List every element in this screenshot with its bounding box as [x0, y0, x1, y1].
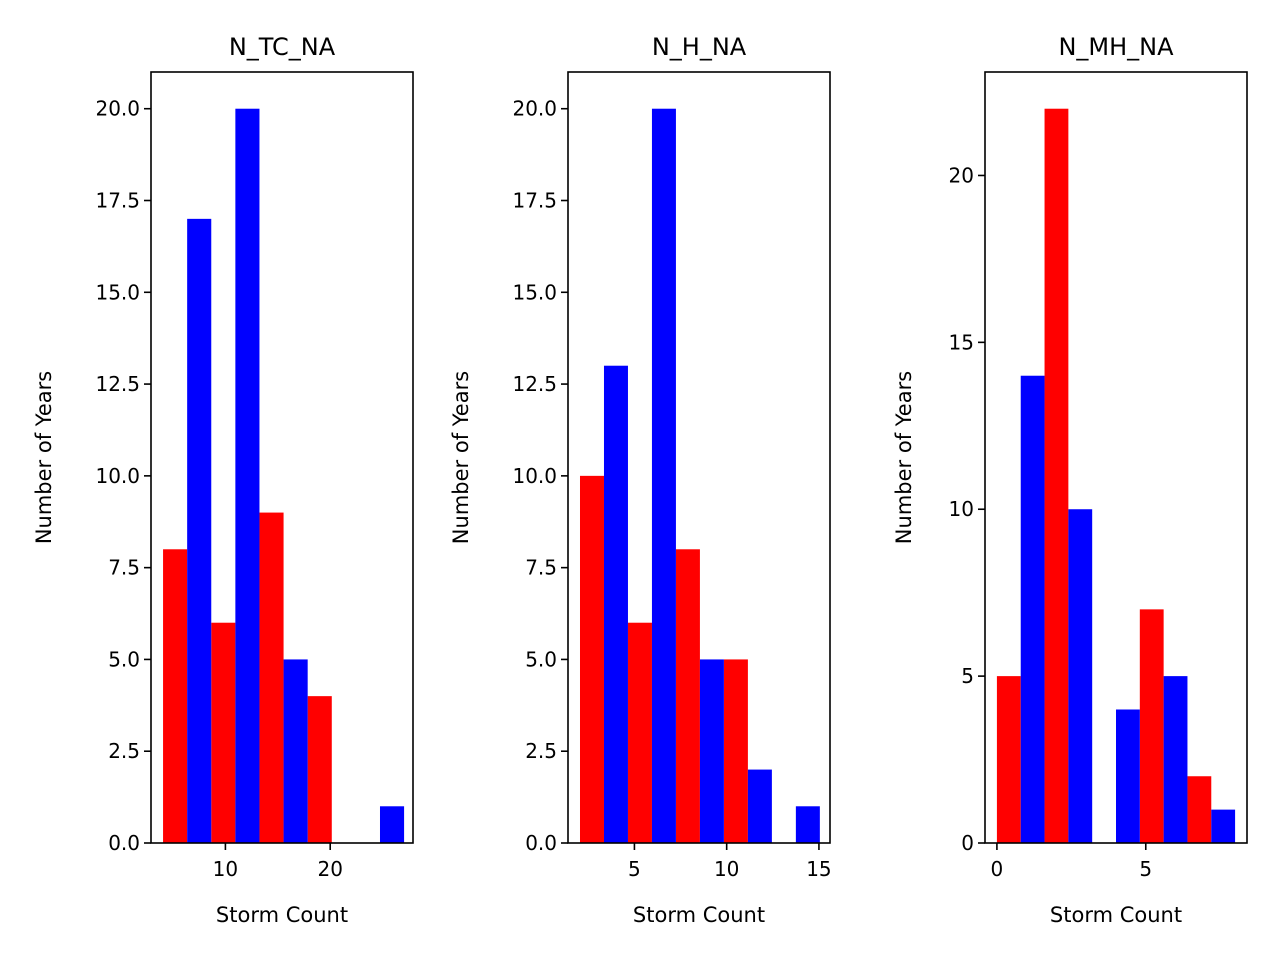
y-tick-label: 15.0	[95, 280, 140, 304]
bar	[675, 549, 700, 843]
axes-frame	[567, 71, 831, 844]
y-tick-label: 0.0	[525, 831, 557, 855]
y-tick-label: 17.5	[512, 189, 557, 213]
bar	[1044, 108, 1069, 843]
panel-title: N_MH_NA	[1058, 33, 1174, 61]
y-tick-label: 20.0	[95, 97, 140, 121]
bar	[723, 659, 748, 843]
y-tick-label: 20	[949, 163, 974, 187]
bar	[163, 549, 188, 843]
y-tick-label: 2.5	[108, 739, 140, 763]
axes-frame	[984, 71, 1248, 844]
y-tick-label: 10	[949, 497, 974, 521]
bar	[603, 365, 628, 843]
y-tick-label: 0	[961, 831, 974, 855]
y-tick-label: 15.0	[512, 280, 557, 304]
y-tick-label: 10.0	[512, 464, 557, 488]
bar	[187, 218, 212, 843]
bars	[163, 108, 405, 843]
panel-title: N_TC_NA	[229, 33, 336, 61]
bar	[996, 676, 1021, 843]
y-axis-label: Number of Years	[32, 371, 56, 544]
panel-1: N_TC_NA Storm Count Number of Years 0.0 2…	[32, 33, 414, 927]
y-tick-label: 20.0	[512, 97, 557, 121]
axes-frame	[150, 71, 414, 844]
x-tick-label: 20	[317, 857, 342, 881]
bar	[379, 806, 405, 843]
bar	[283, 659, 308, 843]
y-tick-label: 7.5	[108, 556, 140, 580]
bar	[795, 806, 820, 843]
y-tick-label: 5	[961, 664, 974, 688]
bar	[1211, 809, 1236, 843]
panel-3: N_MH_NA Storm Count Number of Years 0 5 10…	[892, 33, 1248, 927]
bar	[747, 769, 772, 843]
y-tick-label: 5.0	[525, 647, 557, 671]
bar	[1163, 676, 1188, 843]
bars	[579, 108, 820, 843]
bar	[259, 512, 284, 843]
y-tick-label: 7.5	[525, 556, 557, 580]
x-axis-label: Storm Count	[1050, 903, 1182, 927]
bar	[1068, 509, 1093, 843]
bar	[627, 622, 652, 843]
panel-2: N_H_NA Storm Count Number of Years 0.0 2.…	[449, 33, 832, 927]
x-axis-label: Storm Count	[633, 903, 765, 927]
bar	[1020, 375, 1045, 843]
bar	[579, 475, 604, 843]
panel-title: N_H_NA	[652, 33, 747, 61]
bar	[307, 696, 332, 843]
x-tick-label: 5	[628, 857, 641, 881]
y-axis-label: Number of Years	[449, 371, 473, 544]
bar	[699, 659, 724, 843]
y-tick-label: 5.0	[108, 647, 140, 671]
y-tick-label: 0.0	[108, 831, 140, 855]
x-tick-label: 5	[1139, 857, 1152, 881]
bars	[996, 108, 1236, 843]
y-tick-label: 12.5	[512, 372, 557, 396]
y-axis-label: Number of Years	[892, 371, 916, 544]
bar	[1187, 776, 1212, 843]
x-tick-label: 0	[991, 857, 1004, 881]
y-tick-label: 15	[949, 330, 974, 354]
y-tick-label: 10.0	[95, 464, 140, 488]
y-tick-label: 12.5	[95, 372, 140, 396]
x-axis-label: Storm Count	[216, 903, 348, 927]
bar	[235, 108, 260, 843]
bar	[211, 622, 236, 843]
bar	[1116, 709, 1140, 843]
y-tick-label: 2.5	[525, 739, 557, 763]
bar	[651, 108, 676, 843]
x-tick-label: 10	[714, 857, 739, 881]
y-tick-label: 17.5	[95, 189, 140, 213]
x-tick-label: 15	[806, 857, 831, 881]
bar	[1139, 609, 1164, 843]
x-tick-label: 10	[213, 857, 238, 881]
